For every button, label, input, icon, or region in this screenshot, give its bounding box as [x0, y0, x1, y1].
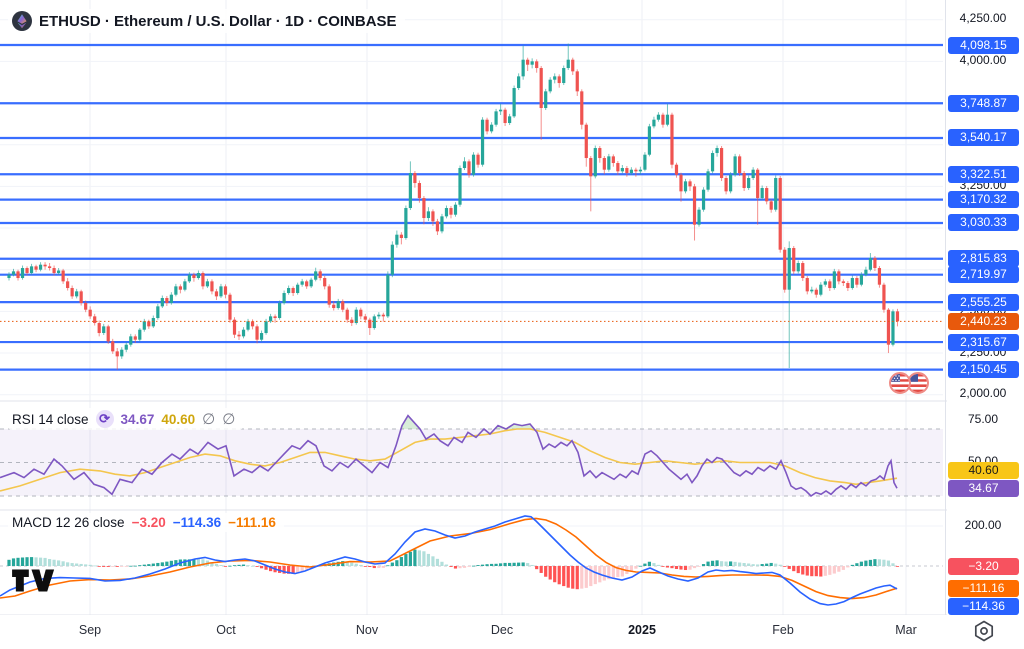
rsi-value: 34.67 [120, 411, 155, 427]
price-level-label: 3,322.51 [948, 165, 1019, 183]
price-level-label: 2,555.25 [948, 293, 1019, 311]
rsi-grid-label: 75.00 [967, 412, 999, 427]
rsi-value-label: 34.67 [948, 479, 1019, 497]
economic-event-flags[interactable] [887, 370, 931, 396]
macd-line-value: −114.36 [172, 515, 222, 530]
rsi-legend[interactable]: RSI 14 close ⟳ 34.67 40.60 ∅ ∅ [8, 408, 244, 430]
macd-signal-value: −111.16 [228, 515, 276, 530]
us-flag-icon-left [889, 372, 911, 394]
price-grid-label: 2,000.00 [959, 386, 1007, 401]
symbol-title: ETHUSD · Ethereum / U.S. Dollar · 1D · C… [39, 12, 397, 30]
time-label-dec: Dec [490, 623, 514, 637]
time-label-nov: Nov [355, 623, 379, 637]
time-axis[interactable]: Sep Oct Nov Dec 2025 Feb Mar [0, 615, 1024, 649]
time-label-mar: Mar [895, 623, 917, 637]
rsi-legend-title: RSI 14 close [12, 411, 89, 427]
price-level-label: 2,719.97 [948, 266, 1019, 284]
tradingview-logo[interactable] [10, 564, 56, 603]
macd-histogram-value: −3.20 [131, 515, 166, 530]
rsi-ma-value-label: 40.60 [948, 461, 1019, 479]
time-label-feb: Feb [772, 623, 794, 637]
macd-signal-label: −111.16 [948, 579, 1019, 597]
price-level-label: 3,170.32 [948, 191, 1019, 209]
price-level-label: 4,098.15 [948, 36, 1019, 54]
time-label-oct: Oct [216, 623, 236, 637]
macd-histogram-label: −3.20 [948, 558, 1019, 576]
rsi-ma-value: 40.60 [161, 411, 196, 427]
last-price-label: 2,440.23 [948, 312, 1019, 330]
macd-value-label: −114.36 [948, 597, 1019, 615]
macd-legend[interactable]: MACD 12 26 close −3.20 −114.36 −111.16 [8, 513, 284, 532]
price-axis[interactable]: 4,250.004,000.003,250.002,500.002,250.00… [947, 0, 1024, 615]
time-label-2025: 2025 [628, 623, 656, 637]
time-axis-settings-icon[interactable] [972, 619, 996, 648]
rsi-empty-value-1: ∅ [202, 411, 216, 428]
price-level-label: 3,030.33 [948, 214, 1019, 232]
ethereum-icon [12, 11, 32, 31]
price-level-label: 2,315.67 [948, 333, 1019, 351]
price-level-label: 3,540.17 [948, 129, 1019, 147]
price-grid-label: 4,000.00 [959, 52, 1007, 67]
price-level-label: 2,815.83 [948, 250, 1019, 268]
macd-legend-title: MACD 12 26 close [12, 515, 125, 530]
refresh-icon[interactable]: ⟳ [95, 410, 114, 428]
time-label-sep: Sep [78, 623, 102, 637]
rsi-empty-value-2: ∅ [222, 411, 236, 428]
symbol-legend[interactable]: ETHUSD · Ethereum / U.S. Dollar · 1D · C… [8, 9, 405, 33]
macd-grid-label: 200.00 [964, 517, 1002, 532]
price-grid-label: 4,250.00 [959, 11, 1007, 26]
price-level-label: 3,748.87 [948, 94, 1019, 112]
price-level-label: 2,150.45 [948, 361, 1019, 379]
